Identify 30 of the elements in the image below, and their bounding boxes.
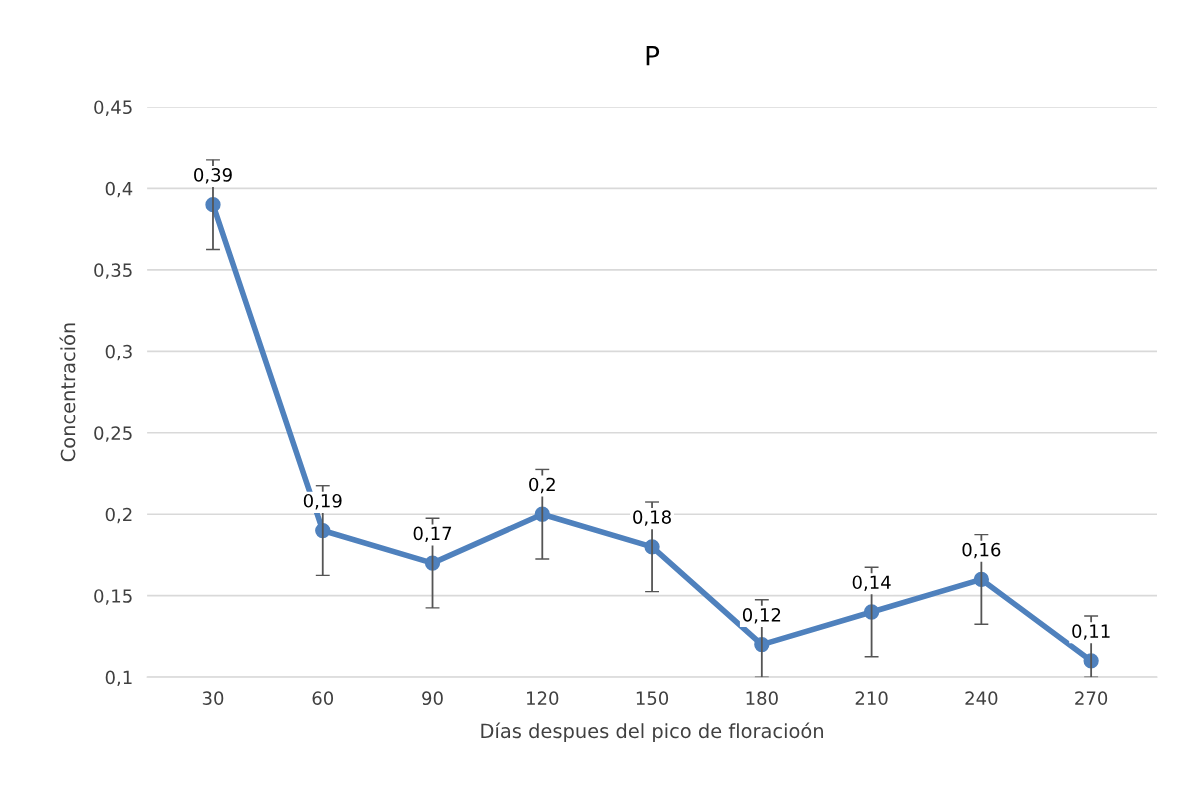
x-tick-label: 90 — [422, 691, 443, 706]
y-tick-label: 0,4 — [105, 181, 133, 198]
chart-title: P — [646, 46, 660, 66]
x-tick-label: 180 — [746, 691, 778, 706]
data-label: 0,12 — [742, 607, 781, 624]
data-label: 0,39 — [194, 168, 232, 184]
x-tick-label: 120 — [527, 691, 559, 706]
x-tick-label: 270 — [1075, 691, 1108, 706]
y-tick-label: 0,2 — [105, 507, 132, 524]
y-axis-title: Concentración — [59, 323, 76, 462]
y-tick-label: 0,25 — [94, 426, 132, 442]
y-tick-label: 0,45 — [94, 100, 132, 116]
y-tick-label: 0,3 — [105, 344, 132, 361]
data-label: 0,14 — [852, 575, 891, 591]
data-label: 0,18 — [633, 510, 671, 526]
y-tick-label: 0,35 — [94, 263, 132, 279]
x-axis-title: Días despues del pico de floracioón — [481, 722, 823, 743]
point — [424, 555, 441, 571]
data-label: 0,17 — [413, 526, 452, 543]
y-tick-label: 0,15 — [94, 589, 132, 605]
data-label: 0,16 — [962, 542, 1001, 559]
y-tick-label: 0,1 — [105, 670, 132, 687]
data-label: 0,2 — [529, 477, 555, 494]
data-label: 0,19 — [303, 493, 342, 510]
data-label: 0,11 — [1072, 624, 1110, 640]
x-tick-label: 30 — [202, 691, 224, 706]
x-tick-label: 240 — [965, 691, 998, 706]
x-tick-label: 150 — [636, 691, 669, 706]
x-tick-label: 60 — [312, 691, 334, 706]
x-tick-label: 210 — [855, 691, 888, 706]
